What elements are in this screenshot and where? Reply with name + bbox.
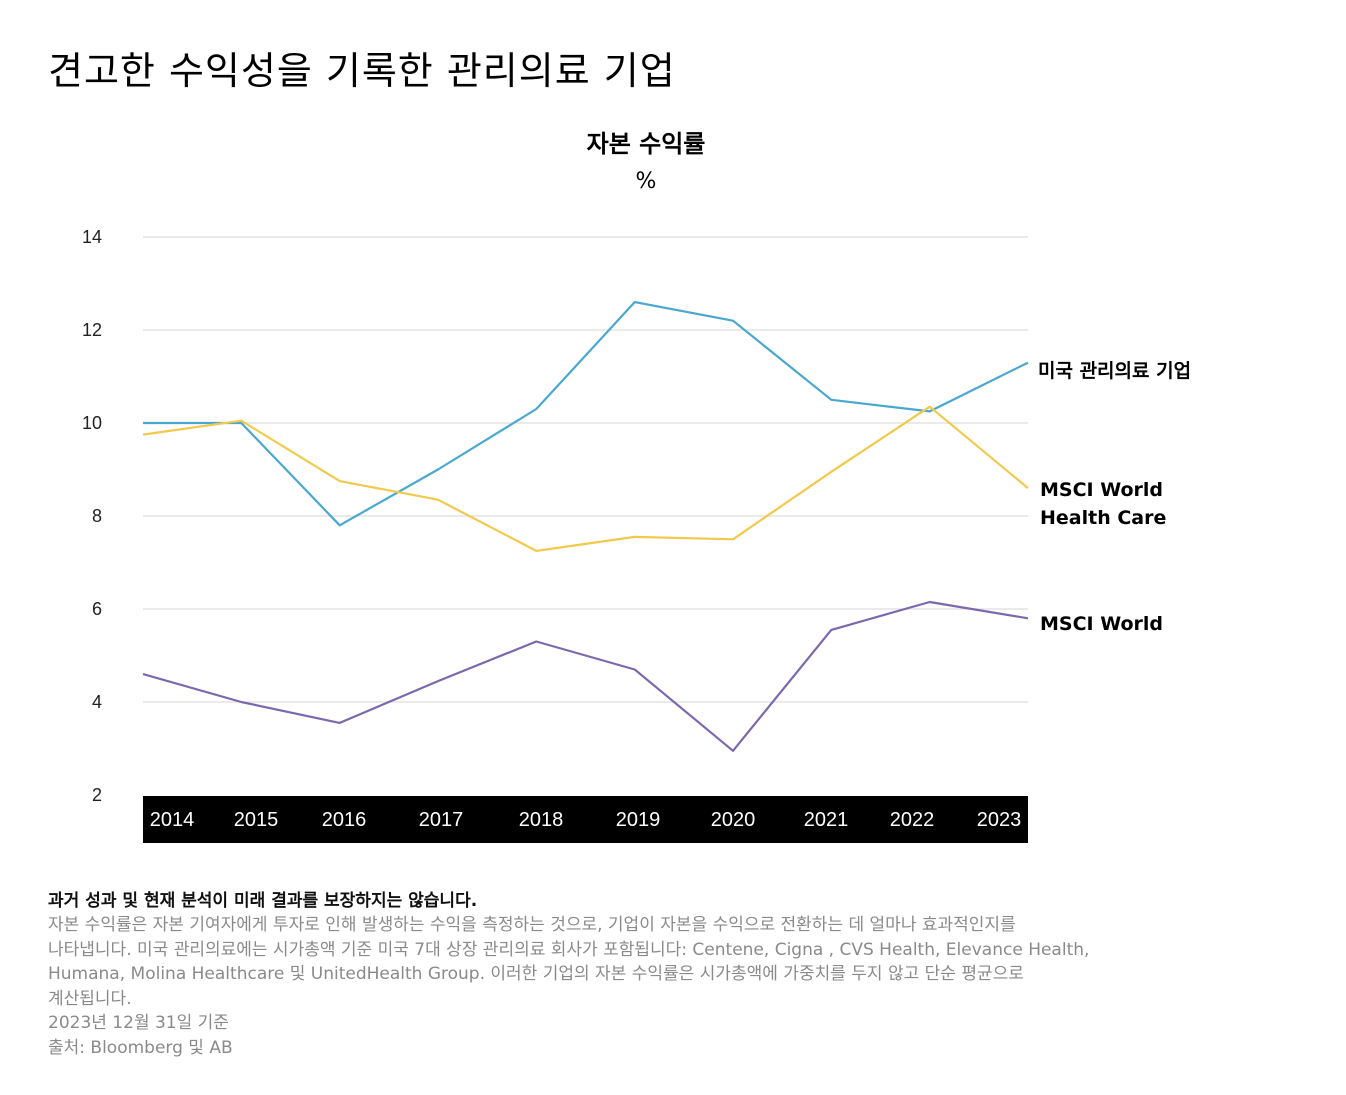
y-tick-label: 12 bbox=[82, 320, 102, 340]
x-tick-label: 2017 bbox=[419, 809, 464, 831]
y-tick-label: 8 bbox=[92, 506, 102, 526]
chart-notes: 과거 성과 및 현재 분석이 미래 결과를 보장하지는 않습니다. 자본 수익률… bbox=[48, 886, 1288, 1060]
y-tick-label: 10 bbox=[82, 413, 102, 433]
note-line: 자본 수익률은 자본 기여자에게 투자로 인해 발생하는 수익을 측정하는 것으… bbox=[48, 915, 1016, 935]
as-of-date: 2023년 12월 31일 기준 bbox=[48, 1013, 229, 1033]
x-tick-label: 2018 bbox=[519, 809, 564, 831]
x-tick-label: 2020 bbox=[711, 809, 756, 831]
x-tick-label: 2022 bbox=[890, 809, 935, 831]
series-line bbox=[142, 405, 1029, 552]
note-line: 나타냅니다. 미국 관리의료에는 시가총액 기준 미국 7대 상장 관리의료 회… bbox=[48, 939, 1090, 960]
series-line bbox=[142, 600, 1029, 752]
chart-title: 자본 수익률 bbox=[587, 130, 706, 158]
page-title: 견고한 수익성을 기록한 관리의료 기업 bbox=[48, 49, 676, 93]
y-tick-label: 4 bbox=[92, 692, 102, 712]
x-axis-band bbox=[143, 796, 1028, 843]
series-line bbox=[143, 301, 1029, 527]
x-tick-label: 2021 bbox=[804, 809, 849, 831]
y-tick-label: 14 bbox=[82, 227, 102, 247]
y-tick-label: 6 bbox=[92, 599, 102, 619]
series-label: 미국 관리의료 기업 bbox=[1038, 360, 1191, 382]
x-tick-label: 2015 bbox=[234, 809, 279, 831]
note-line: 계산됩니다. bbox=[48, 988, 132, 1009]
note-line: Humana, Molina Healthcare 및 UnitedHealth… bbox=[48, 964, 1024, 984]
x-tick-label: 2014 bbox=[150, 809, 195, 831]
x-tick-label: 2016 bbox=[322, 809, 367, 831]
series-label: MSCI World bbox=[1040, 613, 1163, 635]
x-tick-label: 2019 bbox=[616, 809, 661, 831]
x-tick-label: 2023 bbox=[977, 809, 1022, 831]
y-tick-label: 2 bbox=[92, 785, 102, 805]
chart-unit: % bbox=[636, 169, 657, 194]
series-label: Health Care bbox=[1040, 507, 1166, 529]
source-line: 출처: Bloomberg 및 AB bbox=[48, 1037, 233, 1058]
roe-line-chart: 자본 수익률 % 14 12 10 8 6 4 2 2014 2015 2016 2017 2018… bbox=[82, 130, 1191, 843]
series-label: MSCI World bbox=[1040, 479, 1163, 501]
disclaimer: 과거 성과 및 현재 분석이 미래 결과를 보장하지는 않습니다. bbox=[48, 891, 478, 911]
